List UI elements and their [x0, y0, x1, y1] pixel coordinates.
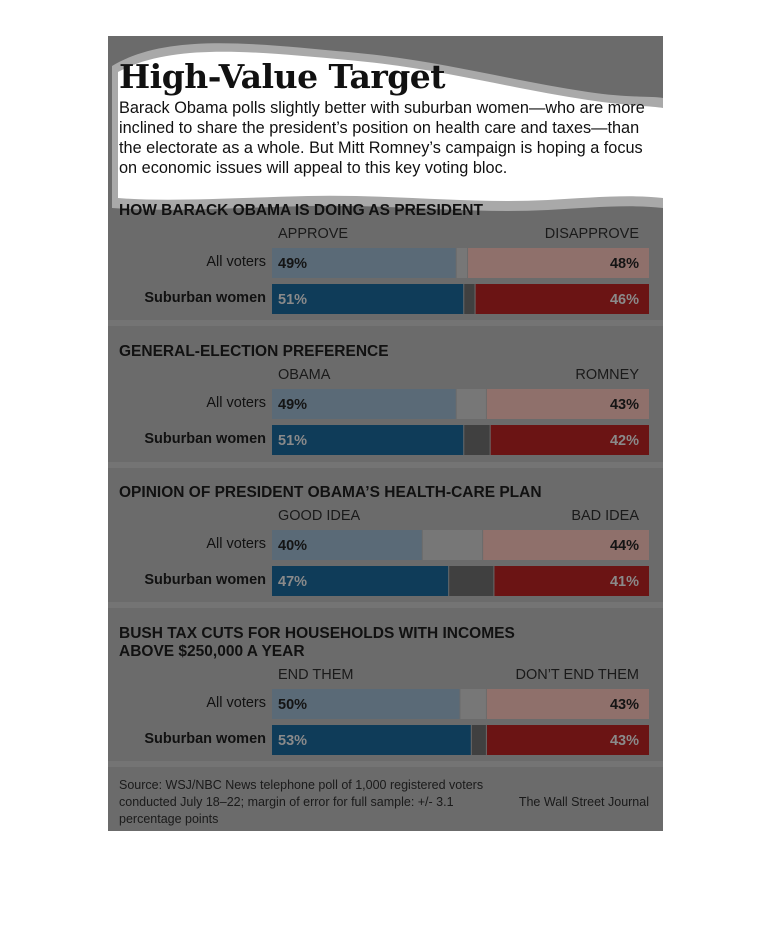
right-column-label: DON’T END THEM — [515, 667, 639, 683]
bar-right-segment — [475, 284, 649, 314]
bar-right-segment — [483, 530, 649, 560]
right-column-label: BAD IDEA — [571, 508, 639, 524]
bar-left-value: 47% — [278, 574, 307, 590]
bar-right-value: 41% — [610, 574, 639, 590]
row-label-suburban-women: Suburban women — [144, 431, 266, 447]
bar-left-segment — [272, 248, 456, 278]
bar-right-value: 43% — [610, 697, 639, 713]
bar-left-segment — [272, 530, 422, 560]
bar-left-value: 51% — [278, 292, 307, 308]
bar-left-segment — [272, 425, 464, 455]
bar-undecided-segment — [464, 284, 475, 314]
bar-undecided-segment — [464, 425, 490, 455]
bar-row-all-voters: 40% 44% — [272, 530, 649, 560]
bar-right-segment — [494, 566, 649, 596]
bar-row-suburban-women: 53% 43% — [272, 725, 649, 755]
bar-undecided-segment — [449, 566, 494, 596]
section-divider — [108, 602, 663, 608]
row-label-suburban-women: Suburban women — [144, 731, 266, 747]
chart-preference-title: GENERAL-ELECTION PREFERENCE — [119, 343, 389, 360]
row-label-all-voters: All voters — [206, 536, 266, 552]
bar-right-segment — [468, 248, 649, 278]
bar-right-segment — [486, 389, 649, 419]
section-divider — [108, 320, 663, 326]
section-divider — [108, 761, 663, 767]
bar-right-value: 48% — [610, 256, 639, 272]
right-column-label: ROMNEY — [575, 367, 639, 383]
bar-undecided-segment — [456, 248, 468, 278]
bar-row-suburban-women: 51% 46% — [272, 284, 649, 314]
bar-right-value: 43% — [610, 397, 639, 413]
credit-line: The Wall Street Journal — [518, 795, 649, 809]
right-column-label: DISAPPROVE — [544, 226, 639, 242]
bar-row-all-voters: 49% 43% — [272, 389, 649, 419]
left-column-label: GOOD IDEA — [278, 508, 361, 524]
left-column-label: OBAMA — [278, 367, 331, 383]
bar-right-value: 44% — [610, 538, 639, 554]
left-column-label: END THEM — [278, 667, 354, 683]
source-note: Source: WSJ/NBC News telephone poll of 1… — [119, 778, 484, 826]
chart-title: High-Value Target — [119, 57, 446, 96]
bar-right-value: 46% — [610, 292, 639, 308]
bar-left-segment — [272, 689, 460, 719]
chart-approval-title: HOW BARACK OBAMA IS DOING AS PRESIDENT — [119, 202, 483, 219]
bar-left-segment — [272, 725, 471, 755]
bar-row-all-voters: 49% 48% — [272, 248, 649, 278]
row-label-all-voters: All voters — [206, 395, 266, 411]
bar-left-value: 40% — [278, 538, 307, 554]
chart-tax-cuts-title-line1: BUSH TAX CUTS FOR HOUSEHOLDS WITH INCOME… — [119, 625, 515, 642]
bar-right-value: 43% — [610, 733, 639, 749]
bar-row-all-voters: 50% 43% — [272, 689, 649, 719]
row-label-all-voters: All voters — [206, 695, 266, 711]
bar-left-value: 51% — [278, 433, 307, 449]
bar-right-value: 42% — [610, 433, 639, 449]
bar-undecided-segment — [460, 689, 486, 719]
bar-row-suburban-women: 51% 42% — [272, 425, 649, 455]
graphic-card: High-Value Target Barack Obama polls sli… — [108, 36, 663, 831]
bar-row-suburban-women: 47% 41% — [272, 566, 649, 596]
bar-left-segment — [272, 566, 449, 596]
intro-text: Barack Obama polls slightly better with … — [119, 99, 645, 177]
bar-right-segment — [486, 725, 649, 755]
highlight-shape — [112, 43, 663, 211]
bar-left-segment — [272, 284, 464, 314]
chart-tax-cuts-title-line2: ABOVE $250,000 A YEAR — [119, 643, 305, 660]
bar-left-value: 50% — [278, 697, 307, 713]
section-divider — [108, 462, 663, 468]
bar-right-segment — [486, 689, 649, 719]
chart-health-care-title: OPINION OF PRESIDENT OBAMA’S HEALTH-CARE… — [119, 484, 542, 501]
bar-left-value: 53% — [278, 733, 307, 749]
bar-left-segment — [272, 389, 456, 419]
bar-left-value: 49% — [278, 397, 307, 413]
bar-right-segment — [490, 425, 649, 455]
row-label-suburban-women: Suburban women — [144, 572, 266, 588]
bar-undecided-segment — [456, 389, 486, 419]
row-label-all-voters: All voters — [206, 254, 266, 270]
left-column-label: APPROVE — [278, 226, 349, 242]
bar-undecided-segment — [422, 530, 483, 560]
bar-left-value: 49% — [278, 256, 307, 272]
bar-undecided-segment — [471, 725, 486, 755]
row-label-suburban-women: Suburban women — [144, 290, 266, 306]
